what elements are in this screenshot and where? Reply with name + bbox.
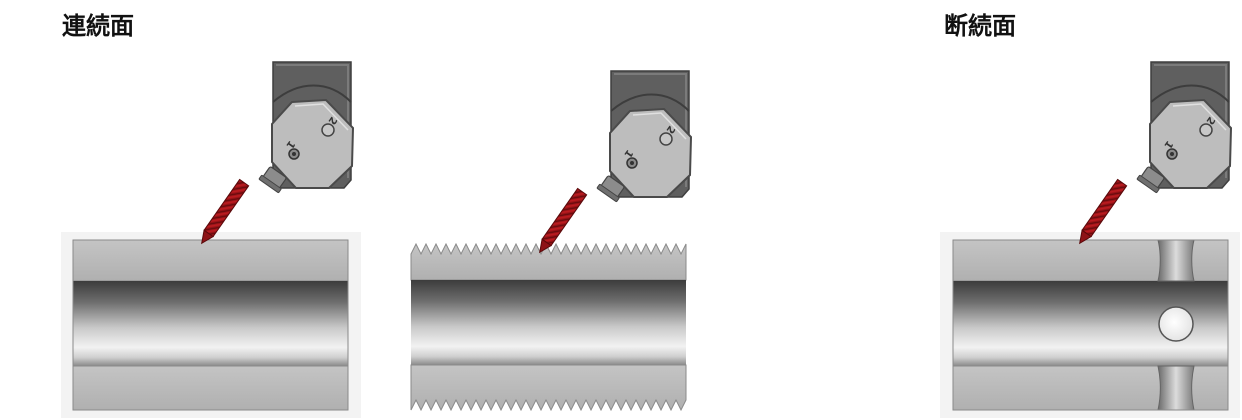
cutting-tool-2: 1 2 bbox=[534, 70, 692, 257]
workpiece-interrupted bbox=[940, 232, 1240, 418]
workpiece-continuous-smooth bbox=[61, 232, 361, 418]
workpiece-continuous-threaded bbox=[410, 242, 687, 412]
cutting-tool-3: 1 2 bbox=[1074, 61, 1232, 248]
label-interrupted-surface: 断続面 bbox=[944, 12, 1016, 40]
cutting-tool-1: 1 2 bbox=[196, 61, 354, 248]
label-continuous-surface: 連続面 bbox=[62, 12, 134, 40]
